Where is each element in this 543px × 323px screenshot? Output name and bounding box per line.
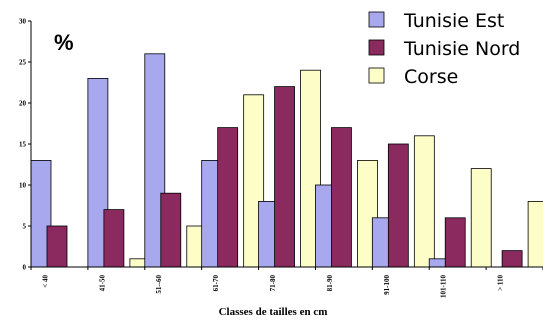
- x-tick-label: 51--60: [155, 275, 163, 294]
- x-axis-ticks: < 40 41-50 51--60 61-70 71-80 81-90 91-100 101-…: [30, 267, 543, 298]
- legend-label-tunisie-est: Tunisie Est: [403, 10, 504, 32]
- bar-tunisie-nord-5: [331, 127, 352, 268]
- legend-label-corse: Corse: [404, 66, 458, 88]
- x-tick-label: 71-80: [269, 275, 277, 292]
- bar-corse-6: [413, 135, 435, 268]
- legend-swatch-tunisie-est: [368, 11, 385, 28]
- y-tick-label: 25: [19, 59, 27, 67]
- bar-tunisie-nord-7: [444, 217, 466, 268]
- bar-tunisie-nord-8: [501, 250, 523, 268]
- x-tick-label: 101-110: [440, 275, 448, 298]
- legend-swatch-tunisie-nord: [368, 39, 385, 56]
- bar-tunisie-nord-1: [103, 209, 125, 268]
- bar-tunisie-nord-6: [387, 143, 409, 268]
- bar-tunisie-nord-3: [217, 127, 239, 268]
- bar-tunisie-nord-2: [160, 192, 182, 268]
- y-tick-label: 10: [19, 182, 27, 190]
- y-tick-label: 20: [19, 100, 27, 108]
- legend-swatch-corse: [368, 67, 385, 84]
- x-tick-label: < 40: [41, 275, 49, 288]
- y-axis-ticks: 0 5 10 15 20 25 30: [19, 18, 31, 272]
- bar-corse-7: [470, 168, 492, 268]
- x-tick-label: > 110: [497, 275, 505, 291]
- y-tick-label: 0: [23, 264, 27, 272]
- y-tick-label: 15: [19, 141, 27, 149]
- bar-corse-8: [527, 200, 543, 268]
- bars: [30, 53, 543, 268]
- x-axis-label: Classes de tailles en cm: [219, 306, 328, 318]
- x-tick-label: 61-70: [212, 275, 220, 292]
- x-tick-label: 81-90: [326, 275, 334, 292]
- bar-tunisie-nord-0: [46, 225, 68, 268]
- x-tick-label: 41-50: [98, 275, 106, 292]
- x-tick-label: 91-100: [383, 275, 391, 295]
- y-tick-label: 5: [23, 223, 27, 231]
- unit-label: %: [54, 30, 74, 55]
- legend-label-tunisie-nord: Tunisie Nord: [403, 38, 520, 60]
- y-tick-label: 30: [19, 18, 27, 26]
- legend: Tunisie Est Tunisie Nord Corse: [368, 10, 520, 88]
- bar-tunisie-nord-4: [274, 86, 295, 268]
